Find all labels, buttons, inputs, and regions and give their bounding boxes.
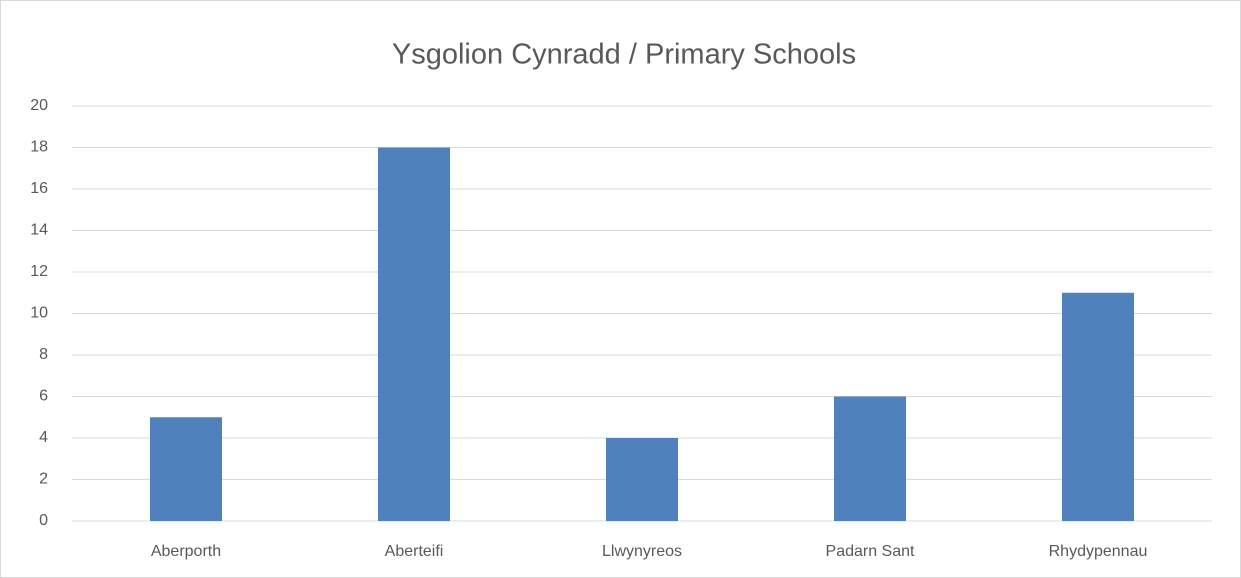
bar [605, 438, 679, 521]
y-tick-label: 18 [30, 139, 48, 156]
y-tick-label: 2 [39, 471, 48, 488]
x-tick-label: Llwynyreos [602, 543, 682, 560]
y-tick-label: 12 [30, 263, 48, 280]
y-tick-label: 16 [30, 180, 48, 197]
y-tick-label: 6 [39, 388, 48, 405]
y-tick-label: 4 [39, 429, 48, 446]
bar [833, 396, 907, 521]
bar [377, 147, 451, 521]
y-tick-label: 8 [39, 346, 48, 363]
chart-title: Ysgolion Cynradd / Primary Schools [392, 39, 856, 71]
x-tick-label: Aberporth [151, 543, 221, 560]
bar [149, 417, 223, 521]
y-tick-label: 0 [39, 512, 48, 529]
y-tick-label: 20 [30, 97, 48, 114]
y-tick-label: 10 [30, 305, 48, 322]
x-tick-label: Rhydypennau [1049, 543, 1148, 560]
y-tick-label: 14 [30, 222, 48, 239]
bar [1061, 292, 1135, 521]
x-tick-label: Aberteifi [385, 543, 444, 560]
x-tick-label: Padarn Sant [826, 543, 916, 560]
